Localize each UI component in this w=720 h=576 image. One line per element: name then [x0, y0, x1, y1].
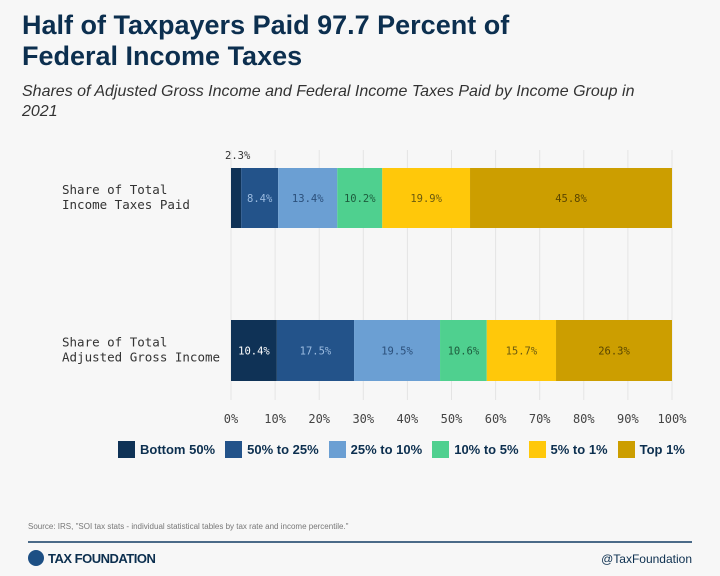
- legend-swatch: [328, 441, 346, 458]
- x-tick-label: 30%: [352, 412, 374, 426]
- logo-text: TAX FOUNDATION: [48, 550, 156, 566]
- legend-swatch: [528, 441, 546, 458]
- legend-item: 50% to 25%: [225, 441, 319, 458]
- stacked-bar-chart: 0% 10% 20% 30% 40% 50% 60% 70% 80% 90% 100% Share o…: [62, 150, 688, 426]
- bar-segment: [241, 168, 279, 228]
- x-tick-label: 10%: [264, 412, 286, 426]
- x-tick-label: 40%: [397, 412, 419, 426]
- legend-label: 50% to 25%: [247, 442, 319, 457]
- data-label: 19.9%: [410, 193, 442, 205]
- x-tick-label: 20%: [308, 412, 330, 426]
- data-label: 8.4%: [247, 193, 273, 205]
- bar-segment: [556, 320, 672, 381]
- x-tick-label: 50%: [441, 412, 463, 426]
- data-label: 17.5%: [300, 346, 332, 358]
- category-label: Share of Total Adjusted Gross Income: [62, 335, 220, 365]
- bar-segment: [337, 168, 383, 228]
- legend-swatch: [225, 441, 243, 458]
- data-label: 10.2%: [344, 193, 376, 205]
- legend-label: 25% to 10%: [350, 442, 423, 457]
- data-label: 10.6%: [448, 346, 480, 358]
- chart-subtitle: Shares of Adjusted Gross Income and Fede…: [22, 83, 635, 120]
- bar-segment: [470, 168, 672, 228]
- legend-item: 10% to 5%: [432, 441, 519, 458]
- legend-swatch: [432, 441, 450, 458]
- bar-segment: [382, 168, 471, 228]
- chart-title: Half of Taxpayers Paid 97.7 Percent of F…: [22, 10, 510, 71]
- x-tick-label: 0%: [224, 412, 239, 426]
- bar-segment: [440, 320, 487, 381]
- x-tick-label: 90%: [617, 412, 639, 426]
- legend-item: 25% to 10%: [328, 441, 423, 458]
- data-label: 10.4%: [238, 346, 270, 358]
- legend-item: 5% to 1%: [528, 441, 608, 458]
- bar-segment: [354, 320, 441, 381]
- tax-foundation-logo: TAX FOUNDATION: [28, 550, 156, 566]
- legend: Bottom 50% 50% to 25% 25% to 10% 10% to 5% 5…: [118, 441, 685, 458]
- data-label: 2.3%: [225, 150, 251, 162]
- bar-segment: [231, 168, 242, 228]
- data-label: 45.8%: [555, 193, 587, 205]
- logo-icon: [28, 550, 44, 566]
- x-tick-label: 100%: [658, 412, 688, 426]
- x-tick-label: 60%: [485, 412, 507, 426]
- data-label: 13.4%: [292, 193, 324, 205]
- bar-segment: [278, 168, 338, 228]
- footer-divider: [28, 541, 692, 543]
- legend-item: Top 1%: [617, 441, 685, 458]
- bar-segment: [486, 320, 557, 381]
- x-tick-label: 70%: [529, 412, 551, 426]
- twitter-handle: @TaxFoundation: [601, 552, 692, 566]
- legend-label: 10% to 5%: [454, 442, 519, 457]
- data-label: 15.7%: [506, 346, 538, 358]
- source-note: Source: IRS, "SOI tax stats - individual…: [28, 522, 349, 531]
- x-tick-label: 80%: [573, 412, 595, 426]
- legend-swatch: [118, 441, 135, 458]
- legend-label: Bottom 50%: [140, 442, 216, 457]
- bar-segment: [231, 320, 277, 381]
- legend-label: Top 1%: [639, 442, 685, 457]
- legend-swatch: [617, 441, 635, 458]
- legend-label: 5% to 1%: [550, 442, 608, 457]
- legend-item: Bottom 50%: [118, 441, 215, 458]
- data-label: 19.5%: [381, 346, 413, 358]
- data-label: 26.3%: [598, 346, 630, 358]
- category-label: Share of Total Income Taxes Paid: [62, 182, 190, 212]
- bar-segment: [276, 320, 355, 381]
